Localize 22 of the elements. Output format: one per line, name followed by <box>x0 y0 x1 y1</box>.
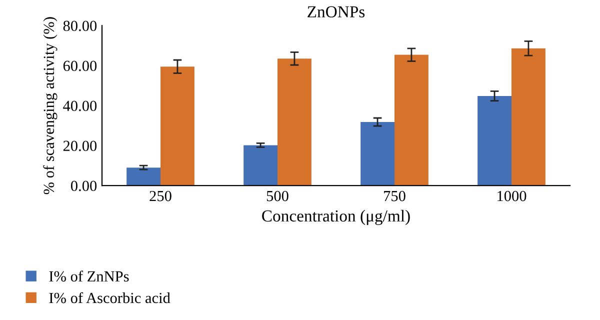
bar <box>126 168 160 186</box>
bar <box>160 66 194 186</box>
bar <box>244 145 278 186</box>
x-tick-label: 750 <box>384 190 406 202</box>
bar <box>278 58 312 186</box>
y-tick-label: 40.00 <box>63 100 97 112</box>
y-tick-label: 80.00 <box>63 20 97 32</box>
bar <box>360 122 394 186</box>
bar <box>394 54 428 186</box>
bar <box>512 48 546 186</box>
y-axis-title: % of scavenging activity (%) <box>43 17 58 194</box>
bar <box>478 96 512 186</box>
y-tick-label: 60.00 <box>63 60 97 72</box>
x-tick-label: 250 <box>150 190 172 202</box>
x-axis-title: Concentration (μg/ml) <box>262 210 410 226</box>
chart-title: ZnONPs <box>308 6 365 18</box>
legend-label: I% of Ascorbic acid <box>49 292 170 304</box>
x-tick-label: 500 <box>266 190 288 202</box>
legend-label: I% of ZnNPs <box>49 270 129 282</box>
y-tick-label: 20.00 <box>63 140 97 152</box>
x-tick-label: 1000 <box>498 190 526 202</box>
y-tick-label: 0.00 <box>70 180 97 192</box>
